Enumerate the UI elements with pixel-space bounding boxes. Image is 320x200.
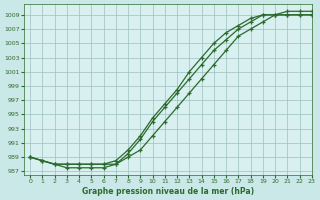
X-axis label: Graphe pression niveau de la mer (hPa): Graphe pression niveau de la mer (hPa) xyxy=(82,187,254,196)
